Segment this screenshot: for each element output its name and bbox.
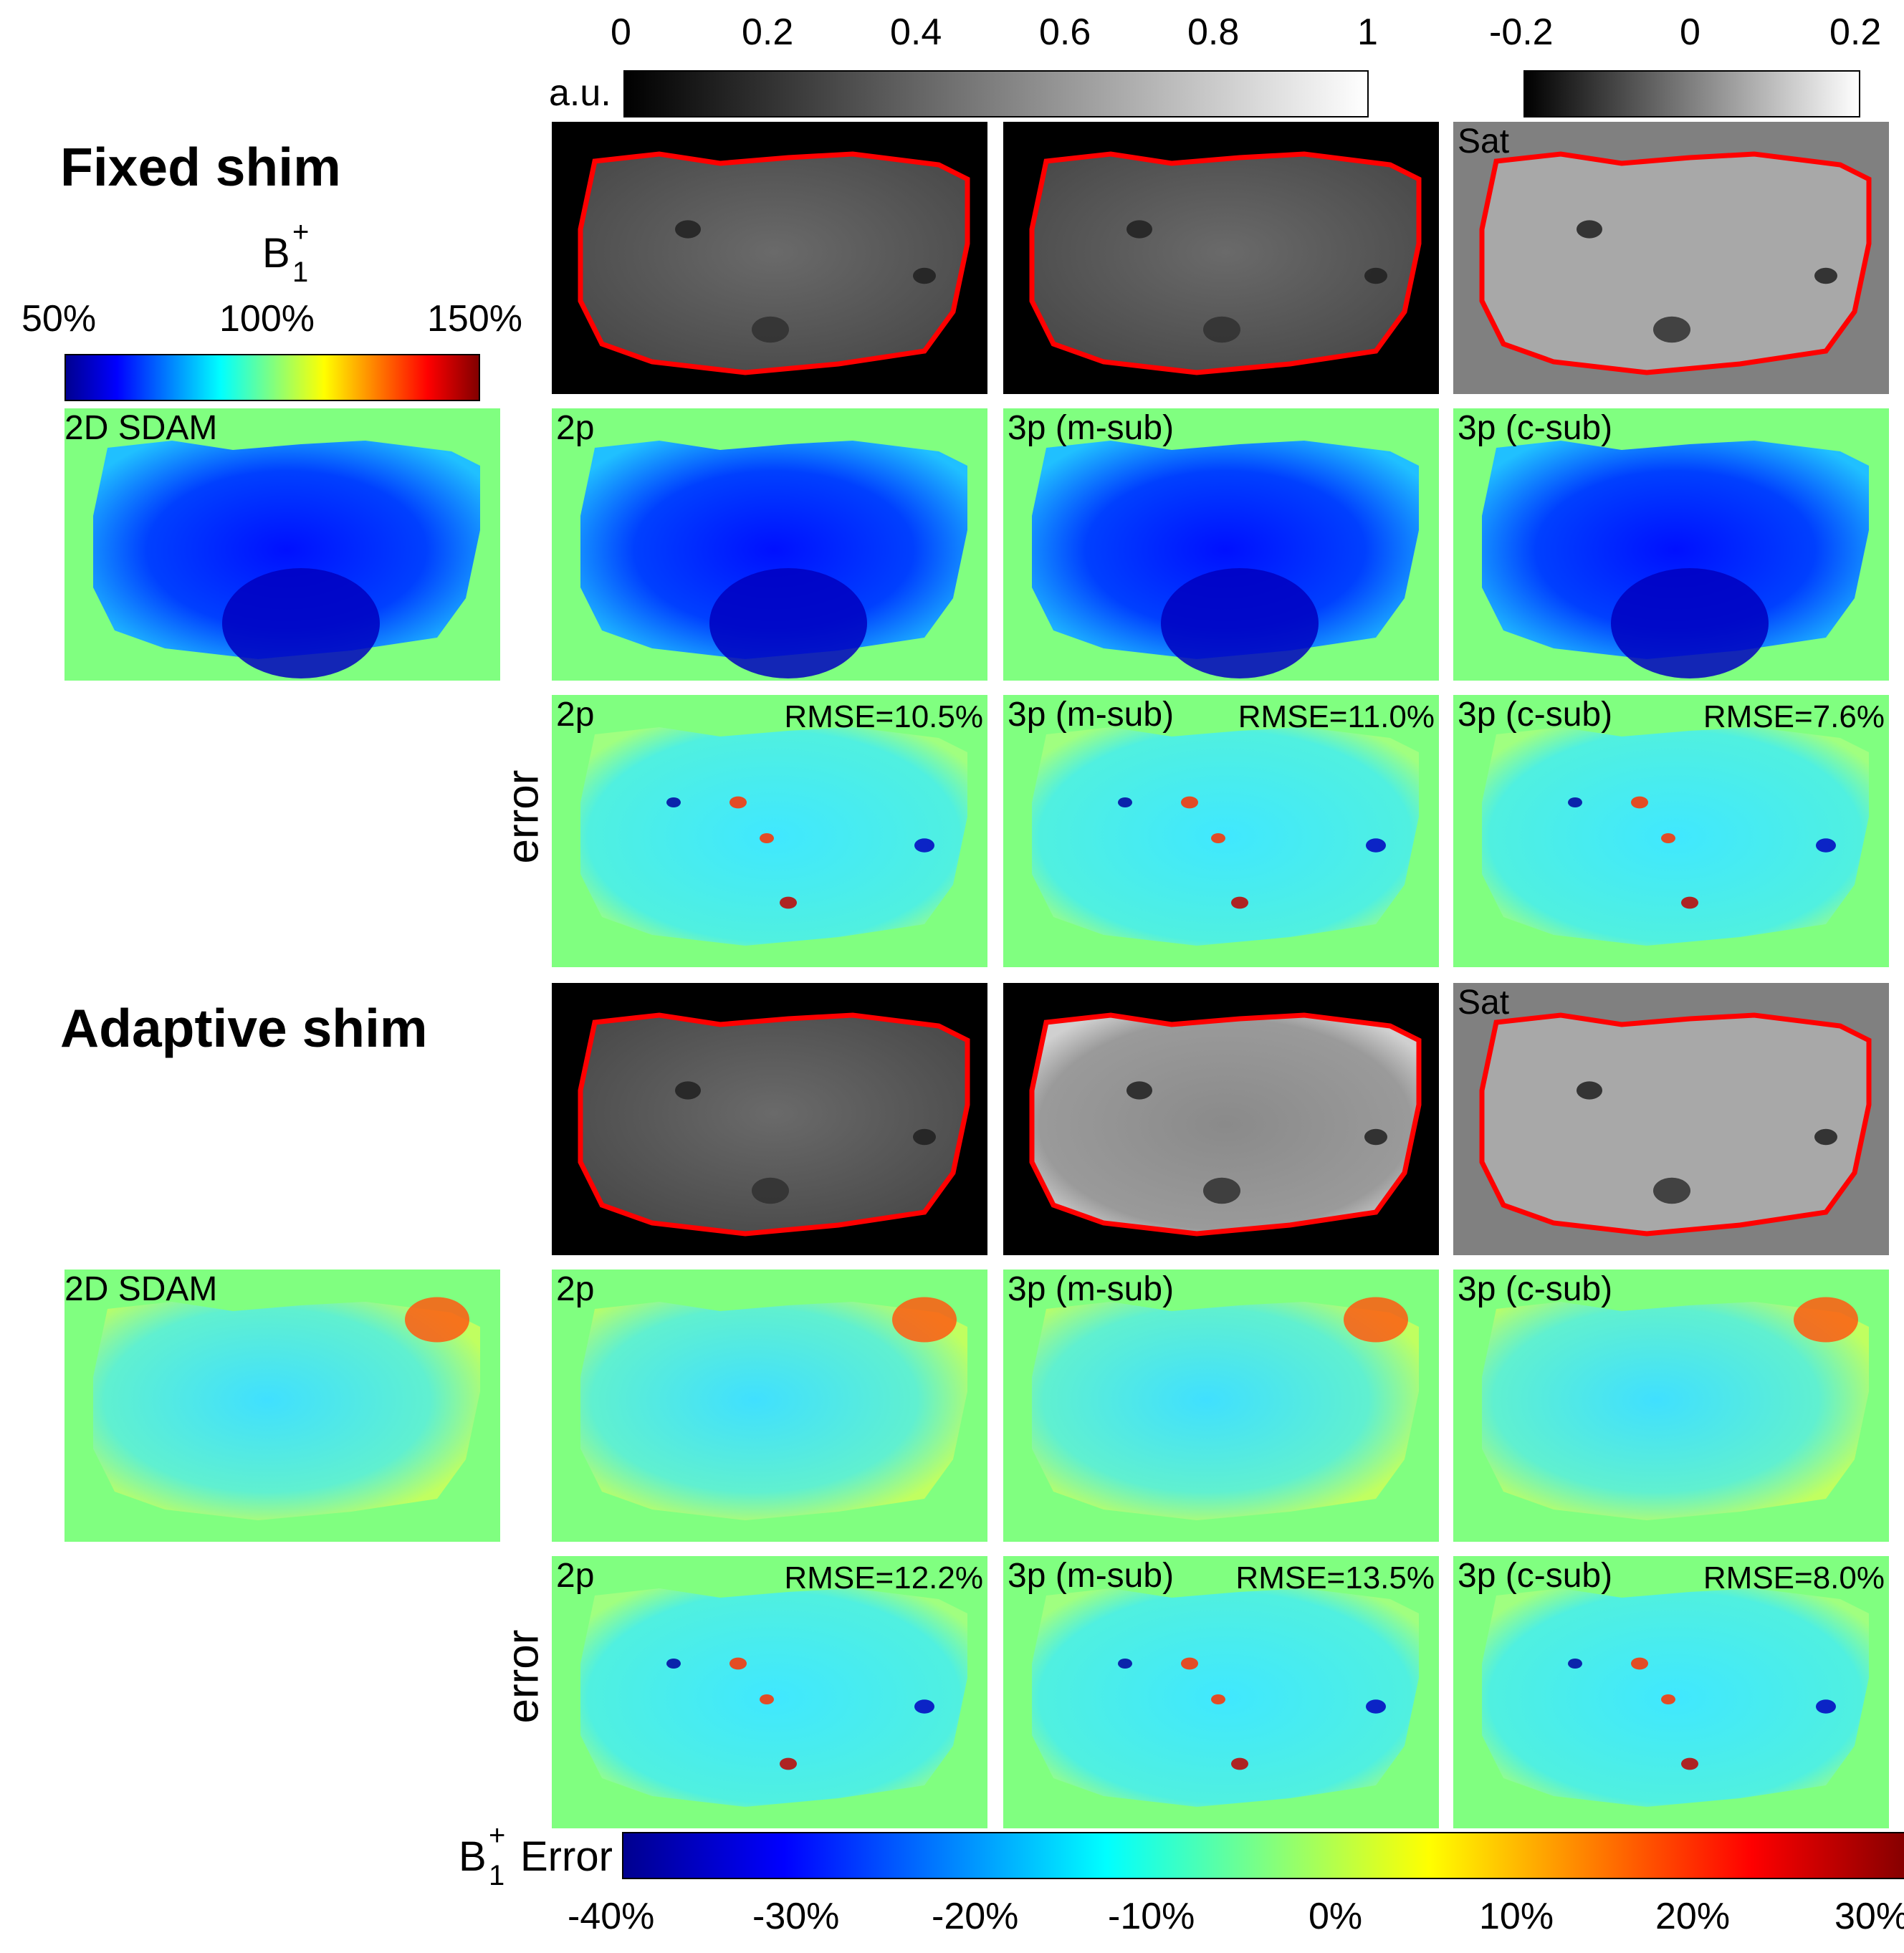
b1-colorbar [64, 354, 480, 401]
sdam-label: 2D SDAM [64, 409, 218, 447]
fixed-error-map-3p-c-sub: 3p (c-sub) RMSE=7.6% [1453, 695, 1889, 967]
method-label: 3p (c-sub) [1458, 1270, 1613, 1308]
rmse-label: RMSE=12.2% [784, 1560, 983, 1595]
adaptive-b1-map-2p: 2p [552, 1270, 987, 1542]
error-tick: 30% [1834, 1896, 1904, 1937]
gray-tick: 0 [611, 11, 631, 53]
method-label: 3p (m-sub) [1008, 696, 1175, 734]
fixed-sat-image: Sat [1453, 122, 1889, 394]
error-tick: -10% [1108, 1896, 1195, 1937]
fixed-image-1 [552, 122, 987, 394]
rmse-label: RMSE=8.0% [1703, 1560, 1885, 1595]
sdam-label: 2D SDAM [64, 1270, 218, 1308]
error-tick: -40% [568, 1896, 655, 1937]
sat-label: Sat [1458, 984, 1510, 1022]
sat-colorbar [1523, 70, 1860, 117]
sat-label: Sat [1458, 123, 1510, 160]
adaptive-b1-map-3p-c-sub: 3p (c-sub) [1453, 1270, 1889, 1542]
gray-tick: 0.8 [1187, 11, 1240, 53]
fixed-sdam-map: 2D SDAM [64, 408, 500, 681]
adaptive-error-map-3p-c-sub: 3p (c-sub) RMSE=8.0% [1453, 1556, 1889, 1828]
adaptive-sat-image: Sat [1453, 983, 1889, 1255]
error-tick: 20% [1655, 1896, 1731, 1937]
error-tick: 0% [1309, 1896, 1363, 1937]
method-label: 3p (m-sub) [1008, 1270, 1175, 1308]
fixed-error-map-2p: 2p RMSE=10.5% [552, 695, 987, 967]
error-tick: -30% [752, 1896, 840, 1937]
gray-unit-label: a.u. [549, 72, 611, 114]
fixed-b1-map-2p: 2p [552, 408, 987, 681]
rmse-label: RMSE=10.5% [784, 699, 983, 734]
sat-tick: 0.2 [1829, 11, 1882, 53]
sat-tick: 0 [1680, 11, 1700, 53]
fixed-b1-map-3p-c-sub: 3p (c-sub) [1453, 408, 1889, 681]
error-colorbar-label: B + 1 Error [459, 1820, 613, 1891]
error-tick: 10% [1479, 1896, 1554, 1937]
b1-tick: 50% [21, 298, 97, 340]
adaptive-shim-title: Adaptive shim [60, 998, 428, 1058]
rmse-label: RMSE=11.0% [1238, 699, 1435, 734]
method-label: 2p [556, 1270, 595, 1308]
adaptive-b1-map-3p-m-sub: 3p (m-sub) [1003, 1270, 1439, 1542]
method-label: 3p (m-sub) [1008, 409, 1175, 447]
error-colorbar [622, 1832, 1904, 1879]
error-row-label-adaptive: error [498, 1629, 548, 1724]
gray-colorbar [623, 70, 1369, 117]
adaptive-image-1 [552, 983, 987, 1255]
adaptive-sdam-map: 2D SDAM [64, 1270, 500, 1542]
method-label: 3p (c-sub) [1458, 696, 1613, 734]
b1-tick: 100% [219, 298, 315, 340]
adaptive-image-2 [1003, 983, 1439, 1255]
method-label: 3p (c-sub) [1458, 409, 1613, 447]
method-label: 2p [556, 1557, 595, 1595]
error-tick: -20% [932, 1896, 1019, 1937]
method-label: 2p [556, 409, 595, 447]
method-label: 3p (m-sub) [1008, 1557, 1175, 1595]
b1-tick: 150% [427, 298, 522, 340]
method-label: 3p (c-sub) [1458, 1557, 1613, 1595]
b1-symbol: B + 1 [262, 216, 310, 288]
gray-tick: 1 [1357, 11, 1378, 53]
gray-tick: 0.6 [1039, 11, 1091, 53]
gray-tick: 0.2 [742, 11, 794, 53]
adaptive-error-map-2p: 2p RMSE=12.2% [552, 1556, 987, 1828]
fixed-error-map-3p-m-sub: 3p (m-sub) RMSE=11.0% [1003, 695, 1439, 967]
rmse-label: RMSE=13.5% [1235, 1560, 1435, 1595]
adaptive-error-map-3p-m-sub: 3p (m-sub) RMSE=13.5% [1003, 1556, 1439, 1828]
method-label: 2p [556, 696, 595, 734]
error-row-label-fixed: error [498, 769, 548, 864]
fixed-b1-map-3p-m-sub: 3p (m-sub) [1003, 408, 1439, 681]
gray-tick: 0.4 [890, 11, 942, 53]
fixed-image-2 [1003, 122, 1439, 394]
rmse-label: RMSE=7.6% [1703, 699, 1885, 734]
fixed-shim-title: Fixed shim [60, 137, 341, 197]
sat-tick: -0.2 [1489, 11, 1554, 53]
